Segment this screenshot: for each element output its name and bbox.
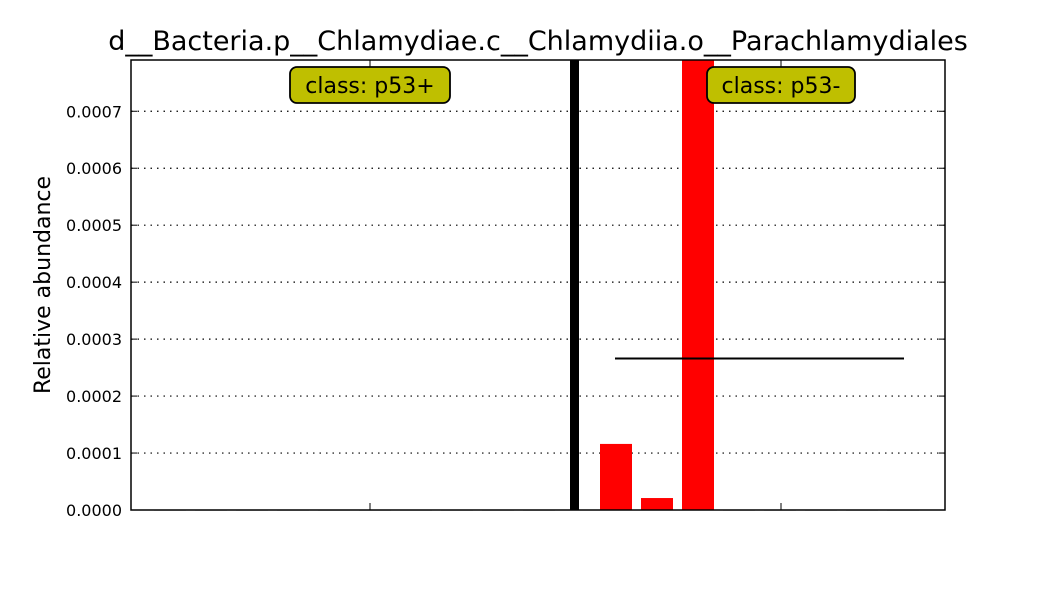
chart-title: d__Bacteria.p__Chlamydiae.c__Chlamydiia.… bbox=[108, 26, 968, 57]
y-tick-label: 0.0002 bbox=[66, 387, 122, 406]
class-separator bbox=[570, 60, 579, 510]
y-tick-label: 0.0001 bbox=[66, 444, 122, 463]
y-tick-label: 0.0000 bbox=[66, 501, 122, 520]
y-tick-label: 0.0004 bbox=[66, 273, 122, 292]
y-tick-label: 0.0005 bbox=[66, 216, 122, 235]
bar bbox=[600, 443, 632, 510]
plot-frame bbox=[130, 59, 946, 511]
y-tick-label: 0.0006 bbox=[66, 159, 122, 178]
class-label: class: p53+ bbox=[305, 74, 434, 99]
bar bbox=[641, 498, 673, 510]
bar bbox=[682, 60, 714, 510]
y-tick-label: 0.0003 bbox=[66, 330, 122, 349]
y-axis-label: Relative abundance bbox=[31, 176, 56, 394]
class-label: class: p53- bbox=[722, 74, 841, 99]
class-label-box bbox=[289, 66, 451, 104]
class-label-box bbox=[706, 66, 856, 104]
y-tick-label: 0.0007 bbox=[66, 102, 122, 121]
